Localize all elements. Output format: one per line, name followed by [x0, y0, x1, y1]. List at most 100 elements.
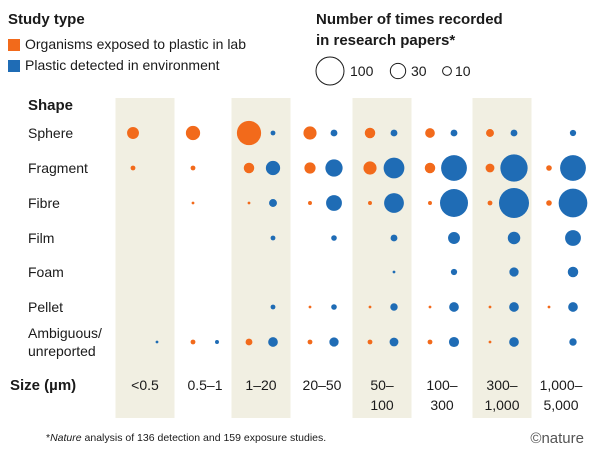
bubble-lab: [364, 127, 376, 139]
bubble-environment: [390, 303, 398, 311]
bubble-environment: [569, 129, 577, 137]
bubble-lab: [486, 129, 494, 137]
bubble-lab: [368, 305, 372, 309]
bubble-environment: [329, 337, 339, 347]
bubble-environment: [268, 337, 278, 347]
bubble-lab: [547, 305, 551, 309]
bubble-lab: [485, 163, 495, 173]
bubble-lab: [428, 201, 432, 205]
bubble-environment: [155, 340, 159, 344]
bubble-environment: [450, 268, 458, 276]
column-label: 1–20: [245, 377, 276, 393]
bubble-lab: [427, 339, 433, 345]
bubble-environment: [384, 193, 404, 213]
legend-study-type-label: Plastic detected in environment: [25, 57, 220, 73]
legend-swatch-1: [8, 60, 20, 72]
brand-logo: ©nature: [530, 430, 584, 447]
footnote: *Nature analysis of 136 detection and 15…: [46, 432, 326, 444]
bubble-lab: [303, 126, 317, 140]
row-label: Sphere: [28, 125, 73, 141]
bubble-environment: [509, 267, 519, 277]
bubble-environment: [565, 230, 581, 246]
column-axis-title: Size (µm): [10, 377, 76, 394]
bubble-lab: [308, 305, 312, 309]
bubble-environment: [568, 302, 578, 312]
bubble-environment: [269, 199, 277, 207]
bubble-environment: [509, 302, 519, 312]
bubble-environment: [558, 188, 588, 218]
bubble-environment: [507, 231, 521, 245]
bubble-lab: [424, 162, 436, 174]
bubble-lab: [487, 200, 493, 206]
bubble-lab: [190, 165, 196, 171]
column-label: 300: [430, 397, 454, 413]
bubble-lab: [191, 201, 195, 205]
bubble-lab: [425, 128, 435, 138]
bubble-lab: [190, 339, 196, 345]
row-label: Ambiguous/: [28, 325, 102, 341]
bubble-environment: [330, 129, 338, 137]
bubble-environment: [449, 302, 459, 312]
bubble-environment: [448, 232, 460, 244]
bubble-lab: [243, 162, 255, 174]
bubble-environment: [450, 129, 458, 137]
legend-study-type-label: Organisms exposed to plastic in lab: [25, 36, 246, 52]
column-label: 20–50: [303, 377, 342, 393]
bubble-lab: [127, 127, 139, 139]
legend-size-label: 10: [455, 63, 471, 79]
bubble-lab: [245, 338, 253, 346]
bubble-lab: [367, 339, 373, 345]
row-label: Film: [28, 230, 54, 246]
legend-size-title: Number of times recorded: [316, 11, 503, 28]
column-label: <0.5: [131, 377, 159, 393]
bubble-environment: [448, 336, 460, 348]
bubble-environment: [569, 338, 577, 346]
row-label: Foam: [28, 264, 64, 280]
column-label: 100–: [426, 377, 457, 393]
bubble-environment: [441, 155, 467, 181]
bubble-environment: [390, 129, 398, 137]
bubble-environment: [389, 337, 399, 347]
bubble-environment: [331, 304, 337, 310]
legend-size-label: 100: [350, 63, 374, 79]
column-band-4: [352, 98, 412, 418]
footnote-text: analysis of 136 detection and 159 exposu…: [82, 432, 327, 444]
legend-study-type-title: Study type: [8, 11, 85, 28]
footnote-italic: Nature: [50, 432, 82, 444]
bubble-lab: [428, 305, 432, 309]
bubble-environment: [440, 189, 468, 217]
bubble-lab: [488, 340, 492, 344]
bubble-environment: [392, 270, 396, 274]
bubble-environment: [560, 155, 586, 181]
legend-size-title: in research papers*: [316, 32, 455, 49]
bubble-lab: [236, 120, 262, 146]
row-label: unreported: [28, 343, 96, 359]
bubble-environment: [567, 266, 579, 278]
column-band-2: [231, 98, 291, 418]
bubble-lab: [307, 339, 313, 345]
column-label: 100: [370, 397, 394, 413]
footnote-asterisk: *: [46, 432, 50, 444]
bubble-environment: [265, 160, 281, 176]
bubble-lab: [488, 305, 492, 309]
bubble-environment: [500, 154, 528, 182]
column-band-0: [115, 98, 175, 418]
row-label: Fragment: [28, 160, 88, 176]
legend-size-circle: [389, 62, 407, 80]
bubble-environment: [498, 187, 530, 219]
bubble-lab: [130, 165, 136, 171]
column-label: 1,000: [484, 397, 519, 413]
bubble-lab: [363, 161, 377, 175]
column-label: 5,000: [543, 397, 578, 413]
bubble-lab: [546, 165, 552, 171]
column-band-6: [472, 98, 532, 418]
column-label: 1,000–: [540, 377, 583, 393]
bubble-environment: [215, 340, 219, 344]
bubble-environment: [510, 129, 518, 137]
bubble-environment: [270, 235, 276, 241]
bubble-lab: [247, 201, 251, 205]
bubble-lab: [308, 201, 312, 205]
row-axis-title: Shape: [28, 97, 73, 114]
bubble-environment: [383, 157, 405, 179]
